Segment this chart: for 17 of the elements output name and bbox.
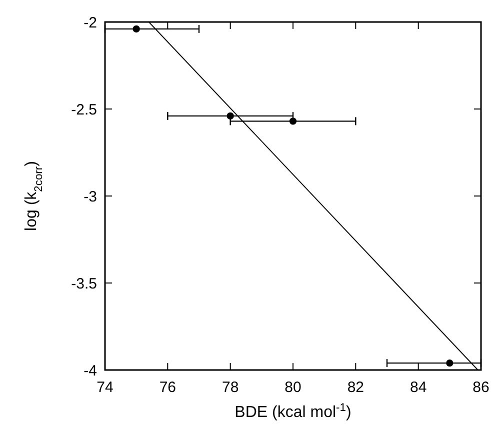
x-tick-label: 78 bbox=[222, 379, 239, 396]
x-tick-label: 82 bbox=[347, 379, 364, 396]
point bbox=[132, 25, 140, 33]
y-tick-label: -4 bbox=[84, 362, 97, 380]
point bbox=[289, 118, 297, 125]
x-tick-label: 86 bbox=[472, 379, 490, 396]
x-tick-label: 74 bbox=[96, 379, 114, 396]
x-tick-label: 76 bbox=[159, 379, 176, 396]
y-tick-label: -2 bbox=[84, 14, 97, 32]
y-tick-label: -2.5 bbox=[71, 101, 97, 118]
x-tick-label: 80 bbox=[284, 379, 302, 396]
x-axis-title: BDE (kcal mol$^{-1}$) bbox=[234, 402, 352, 421]
point bbox=[226, 112, 234, 120]
x-tick-label: 84 bbox=[410, 379, 427, 396]
point bbox=[446, 359, 454, 367]
y-tick-label: -3.5 bbox=[71, 275, 97, 292]
y-tick-label: -3 bbox=[84, 188, 97, 206]
